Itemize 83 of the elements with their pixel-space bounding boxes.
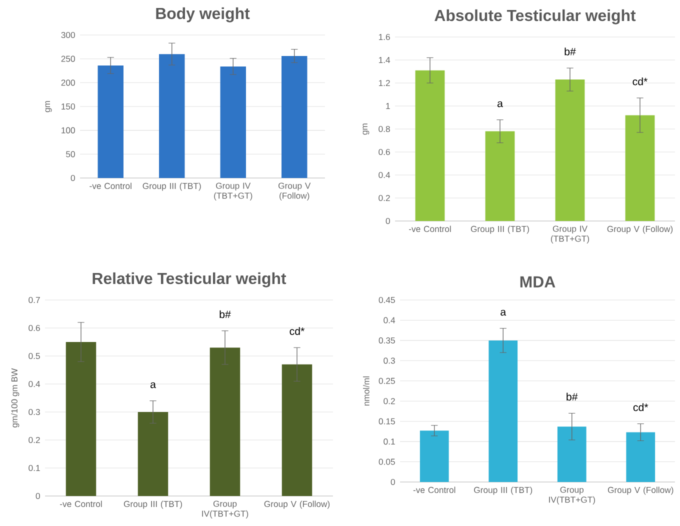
y-tick-label: 0.05	[378, 458, 395, 465]
y-tick-label: 1.4	[378, 57, 390, 63]
y-tick-label: 0.4	[378, 172, 390, 178]
y-tick-label: 0	[390, 478, 395, 486]
y-tick-label: 0.1	[28, 464, 40, 472]
y-tick-label: 1.2	[378, 80, 390, 86]
x-tick-label: Group V (Follow)	[278, 182, 311, 200]
y-tick-label: 0.25	[378, 378, 395, 384]
bar	[485, 131, 515, 221]
y-tick-label: 0.15	[378, 418, 395, 424]
y-tick-label: 250	[61, 56, 75, 62]
bar	[488, 340, 518, 482]
y-axis-title: gm	[362, 124, 370, 135]
bar	[66, 342, 96, 496]
x-tick-label: Group IV(TBT+GT)	[202, 500, 248, 518]
y-axis-title: gm/100 gm BW	[11, 368, 20, 428]
bar	[625, 115, 655, 221]
x-tick-label: Group V (Follow)	[264, 500, 330, 509]
y-tick-label: 0.8	[378, 126, 390, 132]
x-tick-label: Group V (Follow)	[608, 486, 674, 495]
bar	[220, 66, 246, 178]
y-tick-label: 0.45	[378, 296, 395, 304]
y-tick-label: 0	[70, 174, 75, 182]
chart-title: Relative Testicular weight	[92, 272, 286, 288]
chart-title: Absolute Testicular weight	[434, 9, 636, 24]
y-tick-label: 0	[36, 492, 40, 500]
y-tick-label: 0.7	[28, 296, 40, 304]
data-label: b#	[220, 310, 231, 318]
data-label: a	[500, 310, 506, 316]
y-axis-title: gm	[45, 101, 52, 112]
y-tick-label: 1.6	[378, 34, 390, 40]
y-tick-label: 0.6	[378, 148, 390, 156]
bar	[138, 412, 168, 496]
y-tick-label: 0.4	[384, 317, 396, 324]
y-tick-label: 1	[386, 103, 390, 109]
x-tick-label: Group IV (TBT+GT)	[214, 182, 252, 200]
y-tick-label: 0.5	[28, 352, 40, 360]
bar	[159, 54, 185, 178]
data-label: cd*	[632, 77, 648, 86]
y-tick-label: 0.3	[384, 358, 395, 364]
bar	[98, 66, 124, 178]
bar	[210, 348, 240, 496]
chart-title: MDA	[520, 276, 556, 288]
x-tick-label: -ve Control	[60, 500, 102, 508]
x-tick-label: Group IV (TBT+GT)	[551, 226, 590, 244]
y-tick-label: 300	[61, 32, 75, 38]
y-tick-label: 0.35	[378, 337, 395, 344]
y-tick-label: 200	[61, 80, 75, 86]
bar	[557, 426, 586, 482]
y-axis-title: nmol/ml	[363, 376, 370, 406]
x-tick-label: Group IV(TBT+GT)	[549, 486, 595, 504]
y-tick-label: 50	[66, 151, 75, 158]
y-tick-label: 0.2	[378, 194, 390, 202]
x-tick-label: Group III (TBT)	[142, 182, 201, 191]
y-tick-label: 0.3	[28, 408, 40, 416]
x-tick-label: Group III (TBT)	[474, 486, 532, 495]
y-tick-label: 100	[62, 127, 75, 134]
y-tick-label: 0.6	[28, 324, 40, 332]
chart-title: Body weight	[156, 7, 250, 22]
data-label: cd*	[290, 327, 305, 335]
y-tick-label: 0.4	[28, 380, 40, 388]
bar	[282, 364, 312, 496]
bar	[420, 430, 449, 482]
bar	[626, 432, 656, 482]
data-label: a	[498, 101, 503, 108]
data-label: cd*	[633, 403, 648, 412]
data-label: b#	[566, 392, 578, 401]
x-tick-label: Group V (Follow)	[607, 226, 673, 234]
x-tick-label: -ve Control	[90, 182, 132, 190]
data-label: a	[150, 382, 156, 388]
y-tick-label: 0	[386, 218, 390, 224]
y-tick-label: 0.1	[384, 438, 395, 445]
y-tick-label: 150	[62, 103, 75, 110]
x-tick-label: -ve Control	[409, 226, 451, 232]
y-tick-label: 0.2	[384, 398, 395, 404]
x-tick-label: Group III (TBT)	[124, 500, 182, 509]
x-tick-label: -ve Control	[413, 486, 456, 494]
bar	[555, 80, 585, 221]
bar	[282, 56, 308, 178]
bar	[415, 70, 445, 221]
data-label: b#	[564, 48, 576, 56]
x-tick-label: Group III (TBT)	[470, 226, 529, 234]
y-tick-label: 0.2	[28, 436, 40, 444]
